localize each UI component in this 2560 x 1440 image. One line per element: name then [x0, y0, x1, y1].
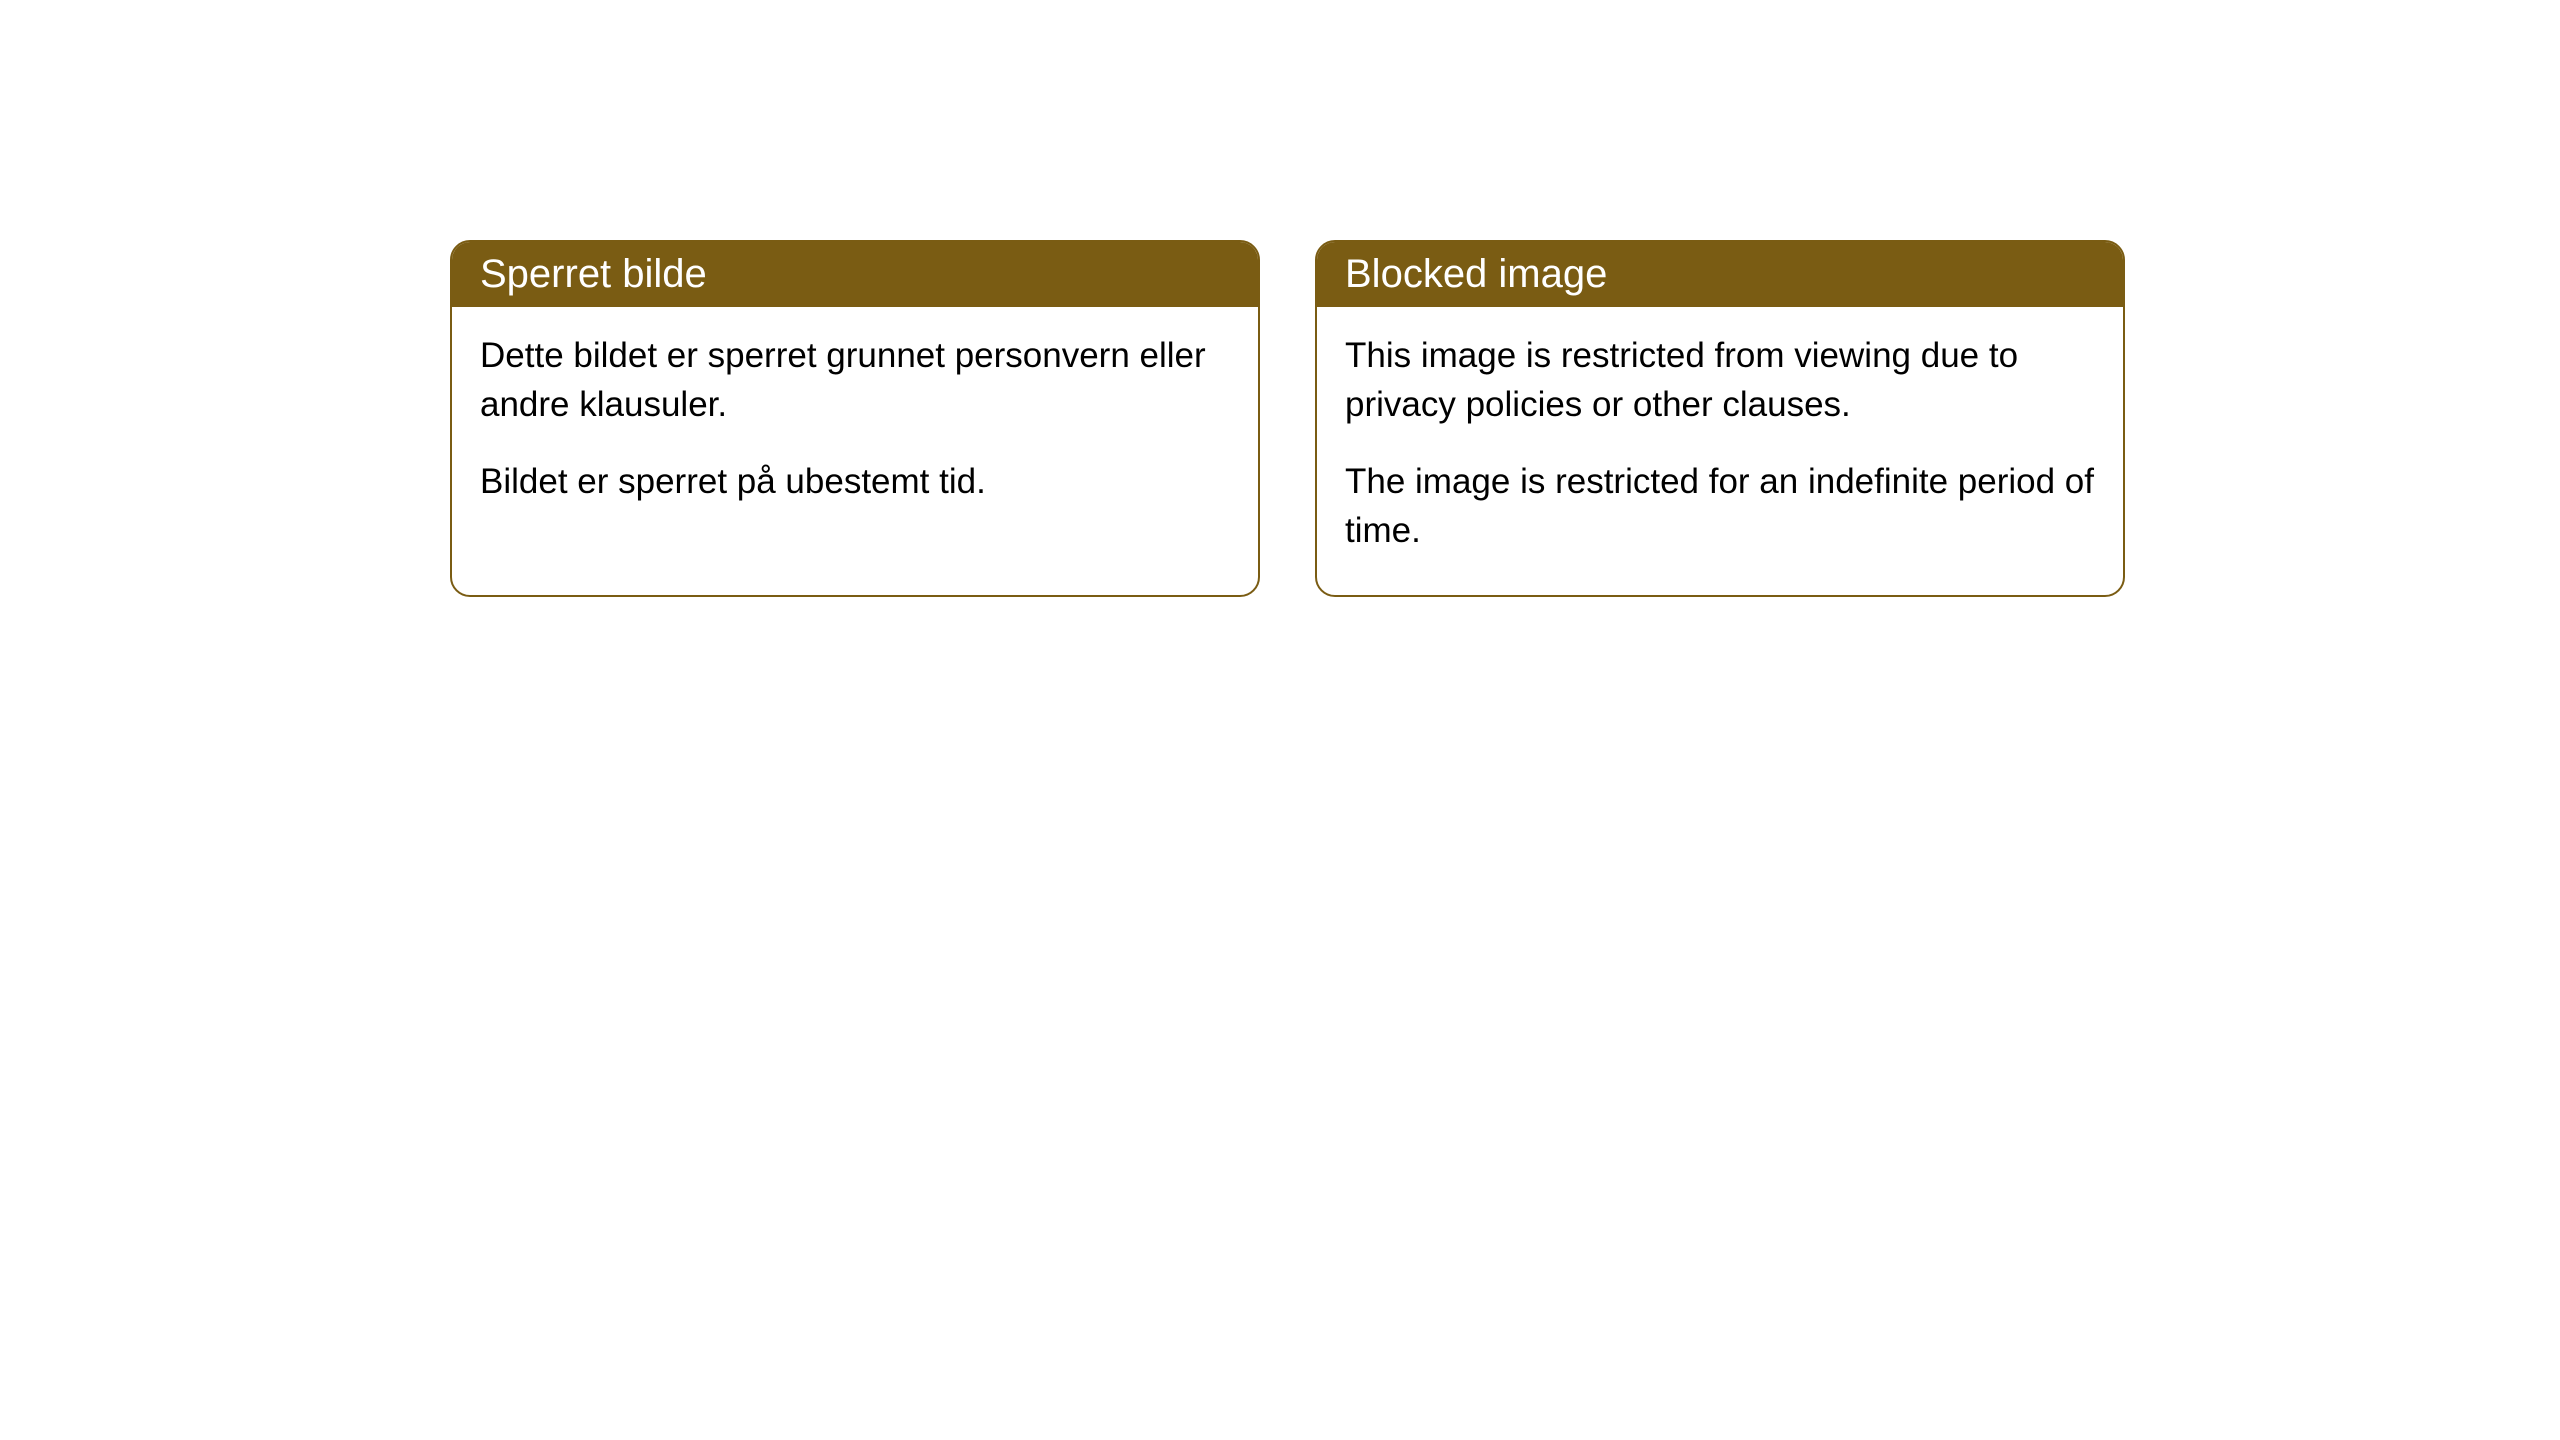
- card-body: This image is restricted from viewing du…: [1317, 307, 2123, 595]
- card-paragraph: Dette bildet er sperret grunnet personve…: [480, 331, 1230, 429]
- notice-card-norwegian: Sperret bilde Dette bildet er sperret gr…: [450, 240, 1260, 597]
- card-header: Sperret bilde: [452, 242, 1258, 307]
- notices-container: Sperret bilde Dette bildet er sperret gr…: [450, 240, 2125, 597]
- card-paragraph: This image is restricted from viewing du…: [1345, 331, 2095, 429]
- card-header: Blocked image: [1317, 242, 2123, 307]
- card-title: Blocked image: [1345, 252, 1607, 296]
- card-body: Dette bildet er sperret grunnet personve…: [452, 307, 1258, 546]
- card-paragraph: The image is restricted for an indefinit…: [1345, 457, 2095, 555]
- card-title: Sperret bilde: [480, 252, 707, 296]
- notice-card-english: Blocked image This image is restricted f…: [1315, 240, 2125, 597]
- card-paragraph: Bildet er sperret på ubestemt tid.: [480, 457, 1230, 506]
